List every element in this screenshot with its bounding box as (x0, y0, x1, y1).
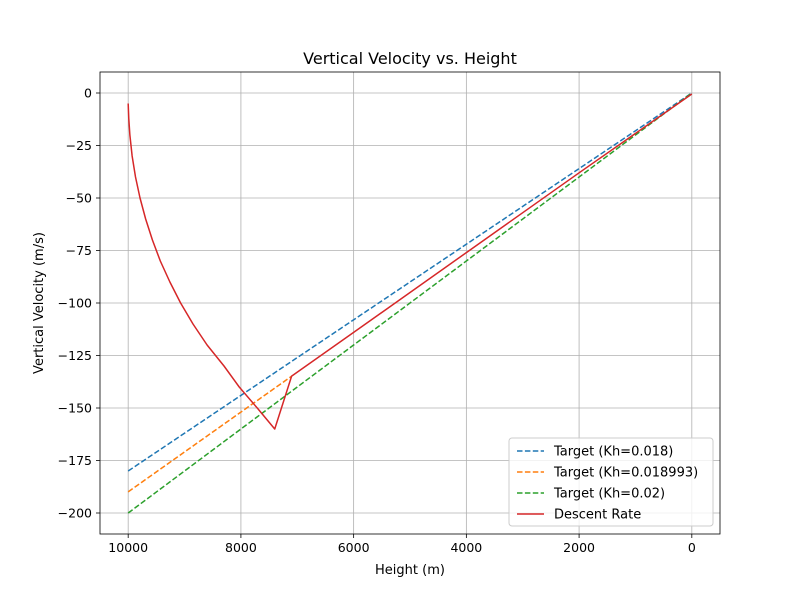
legend: Target (Kh=0.018) Target (Kh=0.018993) Tar… (508, 437, 714, 527)
series-line-3 (127, 92, 693, 514)
series-line-2 (127, 375, 293, 493)
series-line-4 (127, 93, 693, 430)
y-tick-label: −200 (58, 506, 92, 521)
y-axis-label: Vertical Velocity (m/s) (32, 232, 47, 374)
y-tick-label: −25 (66, 138, 92, 153)
y-tick-label: −150 (58, 401, 92, 416)
y-tick-label: −125 (58, 348, 92, 363)
series-layer (127, 92, 693, 514)
x-tick-label: 10000 (108, 540, 148, 555)
y-tick-label: −75 (66, 243, 92, 258)
x-tick-label: 0 (688, 540, 696, 555)
x-axis-label: Height (m) (375, 563, 445, 578)
chart-title: Vertical Velocity vs. Height (303, 49, 517, 68)
y-tick-label: 0 (84, 86, 92, 101)
y-tick-label: −100 (58, 296, 92, 311)
x-tick-label: 2000 (563, 540, 595, 555)
x-tick-label: 6000 (338, 540, 370, 555)
series-line-1 (127, 92, 693, 472)
x-tick-label: 4000 (450, 540, 482, 555)
axes-ticks: 10000 8000 6000 4000 2000 0 0 −25 −50 −75 −100 −125… (58, 86, 696, 556)
legend-label-1: Target (Kh=0.018) (553, 445, 673, 460)
legend-label-2: Target (Kh=0.018993) (553, 466, 698, 481)
y-tick-label: −50 (66, 191, 92, 206)
legend-label-4: Descent Rate (554, 508, 641, 523)
legend-label-3: Target (Kh=0.02) (553, 487, 665, 502)
legend-box (508, 437, 714, 527)
x-tick-label: 8000 (225, 540, 257, 555)
y-tick-label: −175 (58, 453, 92, 468)
